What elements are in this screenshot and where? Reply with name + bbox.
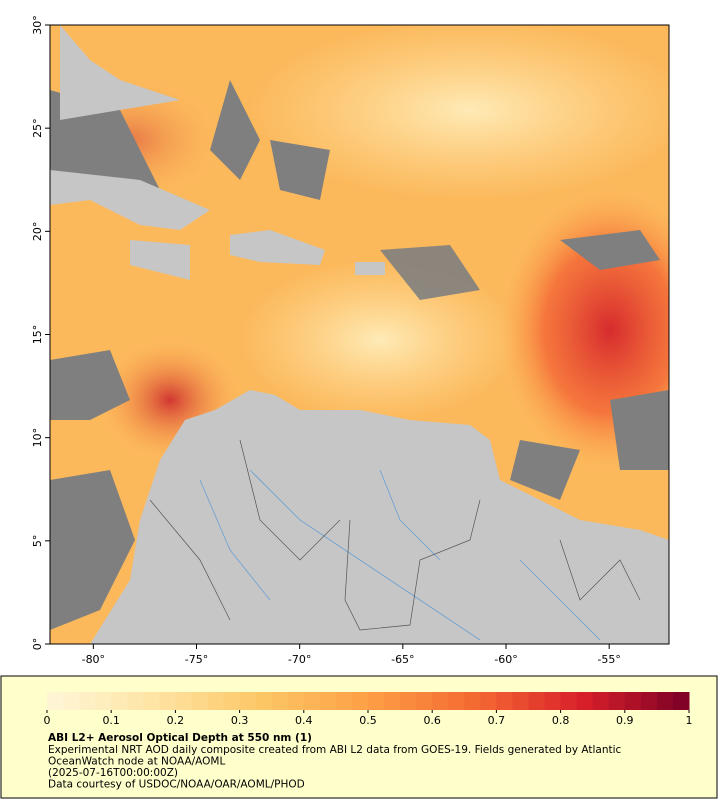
colorbar-step [271, 692, 289, 710]
colorbar-step [624, 692, 642, 710]
colorbar-step [608, 692, 626, 710]
colorbar-step [416, 692, 433, 710]
caption-line: Data courtesy of USDOC/NOAA/OAR/AOML/PHO… [48, 779, 305, 791]
colorbar-step [63, 692, 80, 710]
colorbar-tick-label: 0.4 [295, 714, 313, 727]
colorbar-tick-label: 0.2 [167, 714, 185, 727]
colorbar-step [319, 692, 337, 710]
colorbar-step [384, 692, 401, 710]
y-tick-label: 30° [31, 15, 44, 35]
colorbar-step [95, 692, 112, 710]
caption-line: Experimental NRT AOD daily composite cre… [48, 744, 622, 756]
colorbar-step [592, 692, 610, 710]
colorbar-step [512, 692, 529, 710]
colorbar-tick-label: 0.7 [488, 714, 506, 727]
colorbar-step [303, 692, 321, 710]
caption-line: (2025-07-16T00:00:00Z) [48, 767, 178, 779]
colorbar-step [464, 692, 481, 710]
colorbar-step [656, 692, 674, 710]
colorbar-step [287, 692, 305, 710]
colorbar-step [672, 692, 690, 710]
colorbar-step [400, 692, 417, 710]
colorbar-step [239, 692, 257, 710]
colorbar-step [127, 692, 144, 710]
colorbar-tick-label: 0.8 [552, 714, 570, 727]
colorbar-step [159, 692, 176, 710]
x-tick-label: -75° [185, 653, 208, 666]
y-tick-label: 25° [31, 118, 44, 138]
colorbar-step [143, 692, 160, 710]
colorbar-step [480, 692, 497, 710]
colorbar-step [335, 692, 353, 710]
y-tick-label: 10° [31, 428, 44, 448]
colorbar-tick-label: 0.1 [102, 714, 120, 727]
colorbar-step [640, 692, 658, 710]
colorbar-step [544, 692, 562, 710]
x-tick-label: -70° [288, 653, 311, 666]
y-tick-label: 20° [31, 222, 44, 242]
colorbar-step [79, 692, 96, 710]
y-tick-label: 15° [31, 325, 44, 345]
caption-line: OceanWatch node at NOAA/AOML [48, 756, 225, 768]
x-tick-label: -65° [391, 653, 414, 666]
x-tick-label: -55° [597, 653, 620, 666]
colorbar-tick-label: 0.5 [359, 714, 377, 727]
colorbar-step [560, 692, 578, 710]
colorbar-step [47, 692, 64, 710]
colorbar-tick-label: 0 [44, 714, 51, 727]
x-tick-label: -60° [494, 653, 517, 666]
colorbar-tick-label: 0.6 [423, 714, 441, 727]
colorbar-step [576, 692, 594, 710]
colorbar-step [191, 692, 208, 710]
colorbar-step [528, 692, 546, 710]
colorbar-tick-label: 0.9 [616, 714, 634, 727]
colorbar-step [432, 692, 449, 710]
colorbar-step [223, 692, 241, 710]
colorbar-step [207, 692, 225, 710]
y-tick-label: 0° [31, 638, 44, 651]
colorbar-step [175, 692, 192, 710]
colorbar-step [351, 692, 369, 710]
colorbar-tick-label: 0.3 [231, 714, 249, 727]
colorbar-step [496, 692, 513, 710]
caption-title: ABI L2+ Aerosol Optical Depth at 550 nm … [48, 732, 312, 744]
colorbar-tick-label: 1 [686, 714, 693, 727]
colorbar-step [255, 692, 273, 710]
colorbar-step [111, 692, 128, 710]
x-tick-label: -80° [82, 653, 105, 666]
y-tick-label: 5° [31, 535, 44, 548]
colorbar-step [368, 692, 385, 710]
map-image [50, 25, 669, 644]
colorbar-step [448, 692, 465, 710]
